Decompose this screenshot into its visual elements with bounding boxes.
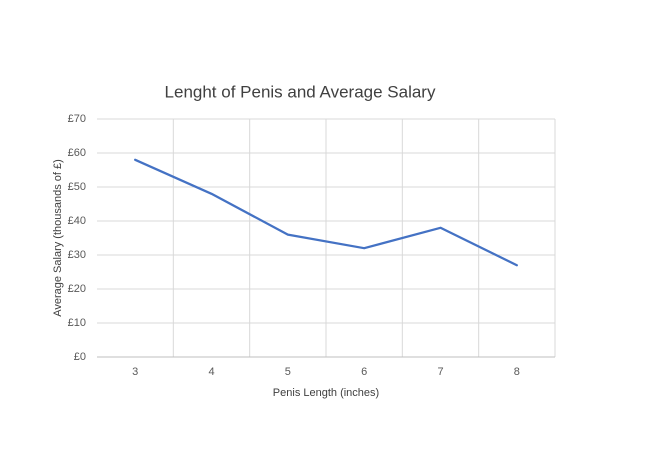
y-tick-label: £50 [68, 181, 86, 193]
x-tick-label: 7 [437, 366, 443, 378]
x-tick-label: 5 [285, 366, 291, 378]
y-tick-label: £70 [68, 113, 86, 125]
y-tick-label: £40 [68, 215, 86, 227]
x-tick-label: 6 [361, 366, 367, 378]
y-axis-title: Average Salary (thousands of £) [52, 159, 64, 317]
line-series [134, 158, 518, 267]
chart-title: Lenght of Penis and Average Salary [165, 82, 436, 101]
y-tick-label: £30 [68, 249, 86, 261]
x-tick-label: 8 [514, 366, 520, 378]
y-tick-label: £0 [74, 351, 86, 363]
x-tick-label: 3 [132, 366, 138, 378]
y-tick-label: £20 [68, 283, 86, 295]
x-tick-label: 4 [208, 366, 214, 378]
y-tick-label: £60 [68, 147, 86, 159]
y-tick-label: £10 [68, 317, 86, 329]
x-axis-title: Penis Length (inches) [273, 387, 379, 399]
